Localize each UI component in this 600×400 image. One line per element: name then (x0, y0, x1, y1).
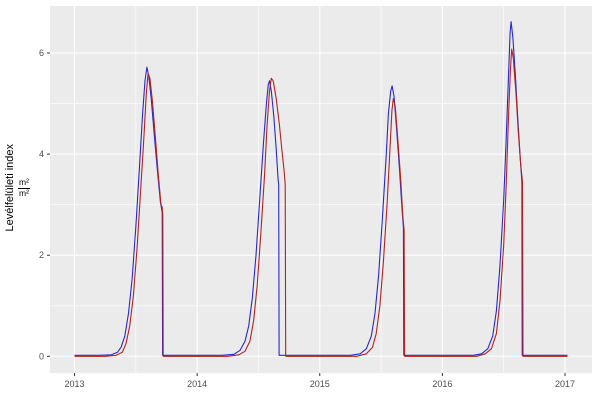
x-tick-label: 2016 (432, 379, 452, 389)
y-axis-unit-denominator: m² (19, 187, 29, 198)
x-tick-label: 2017 (555, 379, 575, 389)
y-axis-label: Levélfelületi index m² m² (4, 0, 30, 376)
x-tick-label: 2013 (65, 379, 85, 389)
y-tick-label: 0 (39, 351, 44, 361)
y-axis-label-text: Levélfelületi index (4, 144, 16, 232)
y-axis-unit-numerator: m² (18, 176, 30, 189)
y-tick-label: 2 (39, 250, 44, 260)
series-red (74, 48, 568, 357)
y-tick-label: 4 (39, 149, 44, 159)
y-tick-label: 6 (39, 48, 44, 58)
x-tick-label: 2014 (187, 379, 207, 389)
series-blue (74, 21, 568, 356)
y-axis-unit-fraction: m² m² (18, 176, 30, 199)
x-tick-label: 2015 (310, 379, 330, 389)
